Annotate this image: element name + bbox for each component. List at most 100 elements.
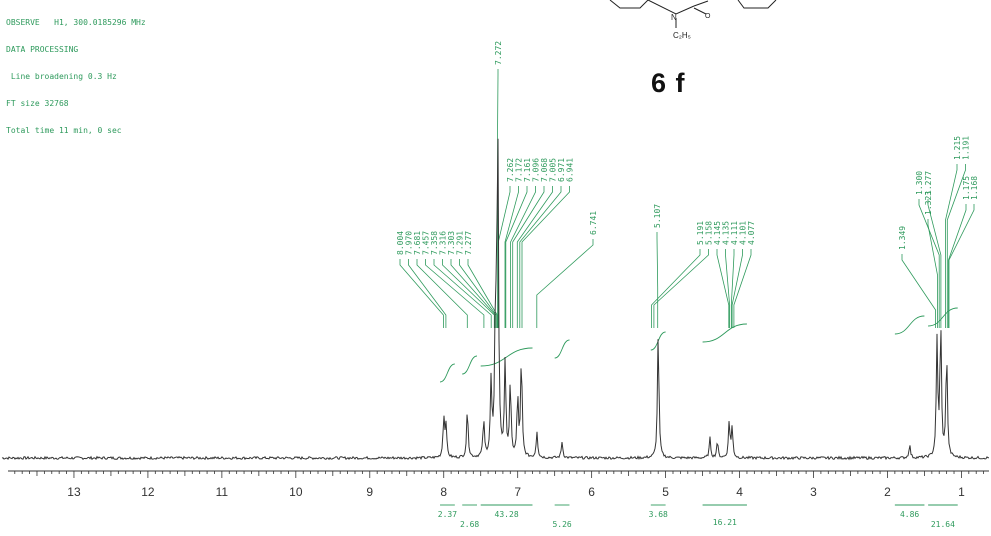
x-tick-label: 2 [884,485,891,499]
peak-label: 1.175 [962,176,971,200]
integral-curve [480,347,533,367]
peak-label-leader [459,259,497,328]
peak-label: 7.262 [506,158,515,182]
peak-label: 5.158 [705,221,714,245]
peak-label-leader [927,199,942,328]
peak-label-leader [408,259,447,328]
peak-label-leader [416,259,468,328]
structure-ring-left [609,0,649,9]
integral-curve [462,355,478,375]
peak-label-leader [948,204,975,328]
x-tick-label: 13 [67,485,81,499]
peak-label-leader [918,199,940,328]
peak-label-leader [512,186,545,328]
peak-label: 4.101 [739,221,748,245]
peak-label-leader [450,259,496,328]
header-line-observe: OBSERVE H1, 300.0185296 MHz [6,18,146,27]
integral-values: 2.372.68 43.28 5.26 3.68 16.21 4.86 21.64 [438,504,958,529]
peak-label-leader [516,186,553,328]
x-tick-label: 11 [216,485,229,499]
peak-label: 8.004 [396,231,405,255]
peak-label: 1.191 [962,136,971,160]
peak-label-leader [725,249,730,328]
peak-label-leader [521,186,570,328]
peak-label: 7.457 [422,231,431,255]
peak-label: 7.316 [439,231,448,255]
peak-label: 5.107 [653,204,662,228]
peak-label-leader [399,259,444,328]
peak-label-leader [656,232,659,328]
peak-label: 6.941 [566,158,575,182]
peak-annotations: 8.004 7.970 7.681 7.457 7.358 7.316 7.303 7.291… [396,41,979,328]
structure-carbonyl [693,0,709,15]
peak-label: 6.741 [589,211,598,235]
peak-label: 7.277 [464,231,473,255]
x-tick-label: 1 [958,485,965,499]
peak-label: 4.145 [713,221,722,245]
peak-label-leader [442,259,495,328]
structure-n-atom: N [671,13,677,22]
peak-label-leader [948,204,967,328]
header-line-broadening: Line broadening 0.3 Hz [6,72,117,81]
peak-label: 7.272 [494,41,503,65]
peak-label: 1.323 [924,191,933,215]
integral-curve [702,323,747,343]
integral-curve [894,315,925,335]
structure-o-atom: O [705,13,711,20]
peak-label: 7.358 [430,231,439,255]
integral-value: 2.37 [438,510,457,519]
acquisition-parameters: OBSERVE H1, 300.0185296 MHz DATA PROCESS… [6,0,146,144]
peak-label: 7.161 [523,158,532,182]
peak-label-leader [653,249,709,328]
header-line-ft-size: FT size 32768 [6,99,69,108]
integral-value: 43.28 [495,510,519,519]
peak-label: 7.005 [549,158,558,182]
peak-label: 5.191 [696,221,705,245]
peak-label-leader [733,249,752,328]
integral-value: 5.26 [552,520,571,529]
spectrum-trace [1,138,989,461]
peak-label-leader [433,259,492,328]
peak-label: 1.349 [898,226,907,250]
peak-label: 7.970 [405,231,414,255]
x-tick-label: 6 [588,485,595,499]
peak-label: 7.096 [532,158,541,182]
peak-label: 1.168 [970,176,979,200]
structure-substituent-label: C₂H₅ [673,31,691,40]
peak-label-leader [504,186,519,328]
ppm-axis: 13 12 11 10 9 8 7 6 5 4 3 2 1 [8,470,989,499]
peak-label: 6.971 [557,158,566,182]
peak-label-leader [946,164,966,328]
compound-label: 6 f [651,68,686,98]
peak-label-leader [519,186,562,328]
peak-label: 1.300 [915,171,924,195]
peak-label-leader [901,254,936,328]
peak-label-leader [716,249,730,328]
peak-label: 7.303 [447,231,456,255]
header-line-total-time: Total time 11 min, 0 sec [6,126,122,135]
peak-label-leader [497,186,511,328]
peak-label: 4.135 [722,221,731,245]
peak-label: 1.215 [953,136,962,160]
x-tick-label: 5 [662,485,669,499]
peak-label: 1.277 [924,171,933,195]
peak-label: 7.291 [456,231,465,255]
peak-label-leader [927,219,938,328]
chemical-structure: N O [609,0,777,28]
peak-label-leader [651,249,701,328]
peak-label: 7.068 [540,158,549,182]
peak-label: 7.172 [515,158,524,182]
peak-label-leader [425,259,485,328]
integral-curve [554,339,570,359]
integral-value: 4.86 [900,510,919,519]
integral-curve [928,307,958,327]
structure-bond-n [647,0,695,15]
integral-value: 21.64 [931,520,955,529]
peak-label-leader [945,164,958,328]
peak-label-leader [505,186,528,328]
integral-value: 3.68 [649,510,668,519]
x-tick-label: 10 [289,485,303,499]
x-tick-label: 4 [736,485,743,499]
peak-label: 4.077 [747,221,756,245]
